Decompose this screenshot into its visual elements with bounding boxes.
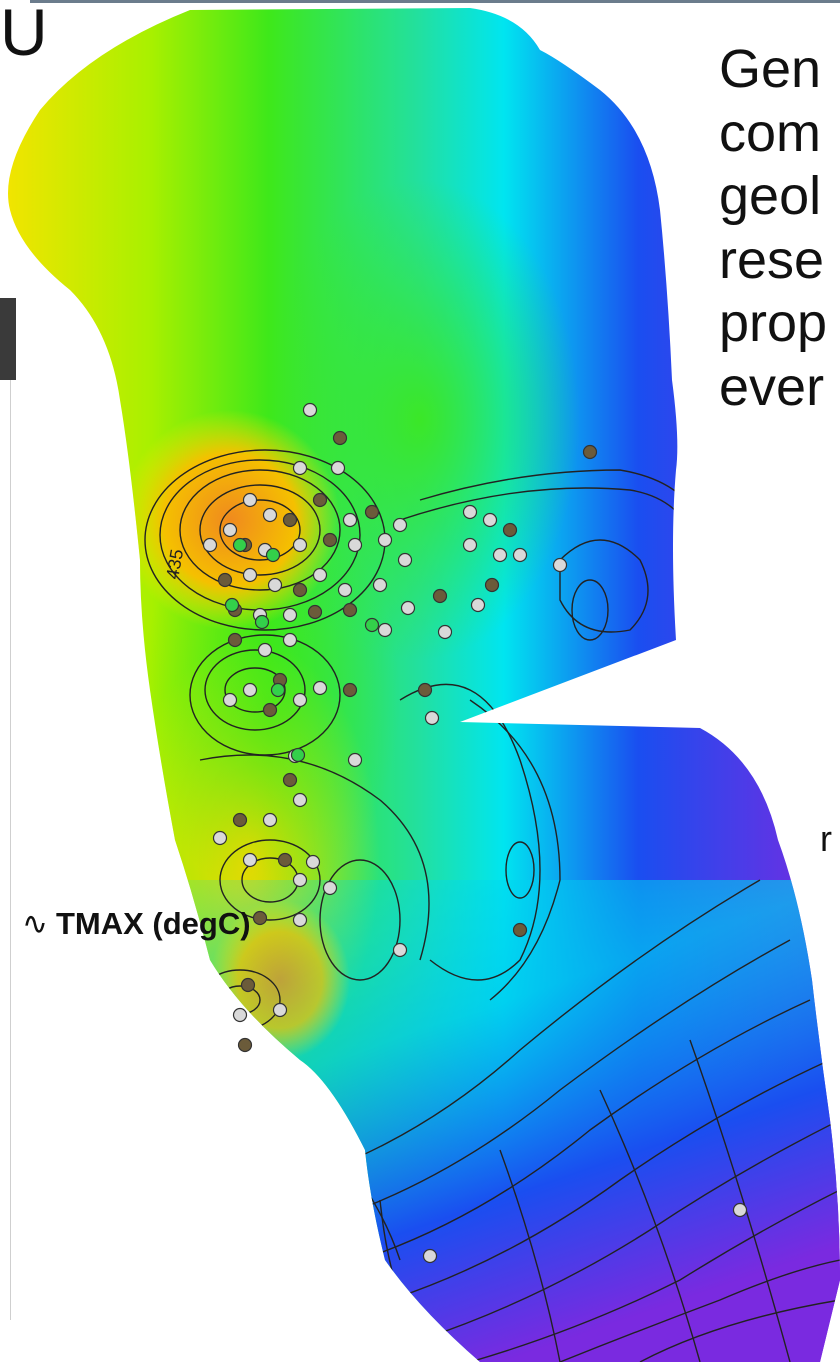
well-marker [470, 597, 486, 613]
well-marker [292, 792, 308, 808]
well-marker [512, 922, 528, 938]
well-marker [432, 588, 448, 604]
side-text-fragment: r [820, 818, 832, 859]
well-marker [330, 460, 346, 476]
well-marker [422, 1248, 438, 1264]
text-line: rese [719, 229, 825, 290]
well-marker [492, 547, 508, 563]
well-marker [332, 430, 348, 446]
well-marker [307, 604, 323, 620]
well-marker [242, 682, 258, 698]
well-marker [582, 444, 598, 460]
well-marker [277, 852, 293, 868]
well-marker-green [254, 614, 270, 630]
well-marker [305, 854, 321, 870]
well-marker [377, 622, 393, 638]
well-marker [282, 512, 298, 528]
well-marker [322, 532, 338, 548]
text-line: ever [719, 356, 825, 417]
well-markers [202, 402, 748, 1264]
text-line: Gen [719, 39, 822, 99]
well-marker [417, 682, 433, 698]
well-marker [252, 910, 268, 926]
well-marker-green [265, 547, 281, 563]
well-marker [242, 492, 258, 508]
well-marker [292, 692, 308, 708]
well-marker [202, 537, 218, 553]
well-marker [292, 872, 308, 888]
well-marker [312, 492, 328, 508]
well-marker [400, 600, 416, 616]
well-marker [227, 632, 243, 648]
well-marker [512, 547, 528, 563]
well-marker [282, 772, 298, 788]
well-marker [292, 912, 308, 928]
well-marker [462, 537, 478, 553]
well-marker-green [364, 617, 380, 633]
well-marker [232, 1007, 248, 1023]
well-marker [347, 537, 363, 553]
well-marker [302, 402, 318, 418]
well-marker [312, 680, 328, 696]
well-marker [502, 522, 518, 538]
well-marker [242, 852, 258, 868]
well-marker [292, 460, 308, 476]
well-marker [262, 507, 278, 523]
legend-entry: ∿ TMAX (degC) [22, 906, 251, 942]
text-line: prop [719, 293, 828, 353]
well-marker-green [232, 537, 248, 553]
well-marker [232, 812, 248, 828]
well-marker [322, 880, 338, 896]
well-marker [424, 710, 440, 726]
well-marker [397, 552, 413, 568]
well-marker [312, 567, 328, 583]
well-marker [242, 567, 258, 583]
well-marker [482, 512, 498, 528]
well-marker [484, 577, 500, 593]
well-marker [257, 642, 273, 658]
well-marker-green [270, 682, 286, 698]
text-line: com [719, 102, 822, 163]
slide-title-fragment: U [0, 0, 48, 69]
well-marker [364, 504, 380, 520]
well-marker [222, 692, 238, 708]
well-marker [347, 752, 363, 768]
well-marker [262, 812, 278, 828]
text-line: geol [719, 166, 822, 226]
well-marker [372, 577, 388, 593]
well-marker [337, 582, 353, 598]
well-marker-green [290, 747, 306, 763]
well-marker [267, 577, 283, 593]
well-marker [462, 504, 478, 520]
well-marker [212, 830, 228, 846]
well-marker [272, 1002, 288, 1018]
well-marker [217, 572, 233, 588]
well-marker [262, 702, 278, 718]
well-marker [342, 512, 358, 528]
well-marker [222, 522, 238, 538]
decorative-bar [0, 298, 16, 380]
left-frame-border [0, 380, 11, 1320]
top-rule [30, 0, 840, 3]
well-marker [342, 682, 358, 698]
well-marker [552, 557, 568, 573]
well-marker [237, 1037, 253, 1053]
well-marker [377, 532, 393, 548]
well-marker [282, 632, 298, 648]
well-marker [292, 582, 308, 598]
well-marker-green [224, 597, 240, 613]
well-marker [342, 602, 358, 618]
well-marker [732, 1202, 748, 1218]
well-marker [292, 537, 308, 553]
body-text-fragment: Gen com geol rese prop ever [719, 38, 840, 419]
legend-label: TMAX (degC) [55, 906, 251, 941]
well-marker [437, 624, 453, 640]
contour-line-icon: ∿ [22, 906, 48, 941]
well-marker [392, 517, 408, 533]
well-marker [282, 607, 298, 623]
well-marker [240, 977, 256, 993]
well-marker [392, 942, 408, 958]
